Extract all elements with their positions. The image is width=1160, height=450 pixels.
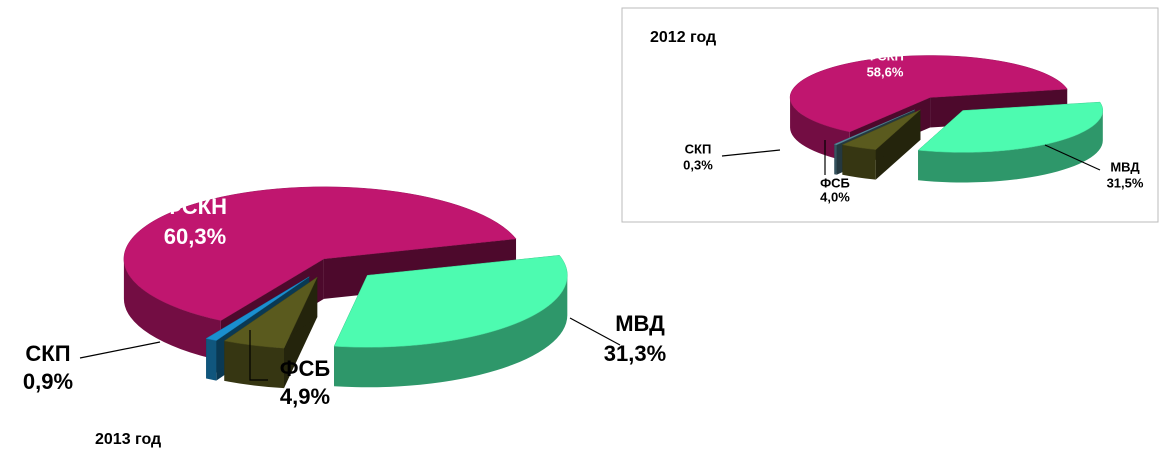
slice-side	[334, 275, 568, 388]
chart-title: 2013 год	[95, 431, 161, 448]
slice-side	[123, 258, 221, 361]
slice-side	[834, 144, 837, 175]
slice-label-name: МВД	[615, 311, 665, 336]
slice-label-value: 31,5%	[1107, 175, 1144, 190]
slice	[223, 276, 318, 349]
slice-side	[224, 340, 285, 389]
slice	[841, 109, 921, 150]
slice-label-value: 58,6%	[867, 64, 904, 79]
slice-label-value: 0,9%	[23, 369, 73, 394]
slice-label-name: СКП	[25, 341, 70, 366]
slice-label-name: ФСБ	[280, 356, 331, 381]
slice-label-value: 60,3%	[164, 224, 226, 249]
slice-label-name: ФСКН	[866, 48, 904, 63]
slice-side	[842, 144, 876, 180]
slice	[333, 255, 568, 348]
leader-line	[249, 330, 268, 381]
slice-label-name: СКП	[685, 141, 712, 156]
leader-line	[1044, 144, 1101, 171]
slice-label-name: ФСБ	[820, 175, 850, 190]
slice	[833, 109, 915, 146]
slice	[789, 55, 1068, 133]
slice-label-value: 4,9%	[280, 384, 330, 409]
slice-label-value: 4,0%	[820, 189, 850, 204]
leader-line	[721, 149, 781, 157]
chart-title: 2012 год	[650, 29, 716, 46]
slice-label-value: 0,3%	[683, 157, 713, 172]
slice-label-value: 31,3%	[604, 341, 666, 366]
slice	[123, 186, 517, 321]
slice	[917, 101, 1104, 153]
slice-side	[918, 110, 1103, 183]
leader-line	[79, 341, 161, 359]
leader-line	[569, 317, 621, 346]
slice	[205, 276, 310, 341]
slice-label-name: МВД	[1110, 159, 1140, 174]
slice-side	[206, 338, 217, 381]
slice-label-name: ФСКН	[163, 194, 227, 219]
